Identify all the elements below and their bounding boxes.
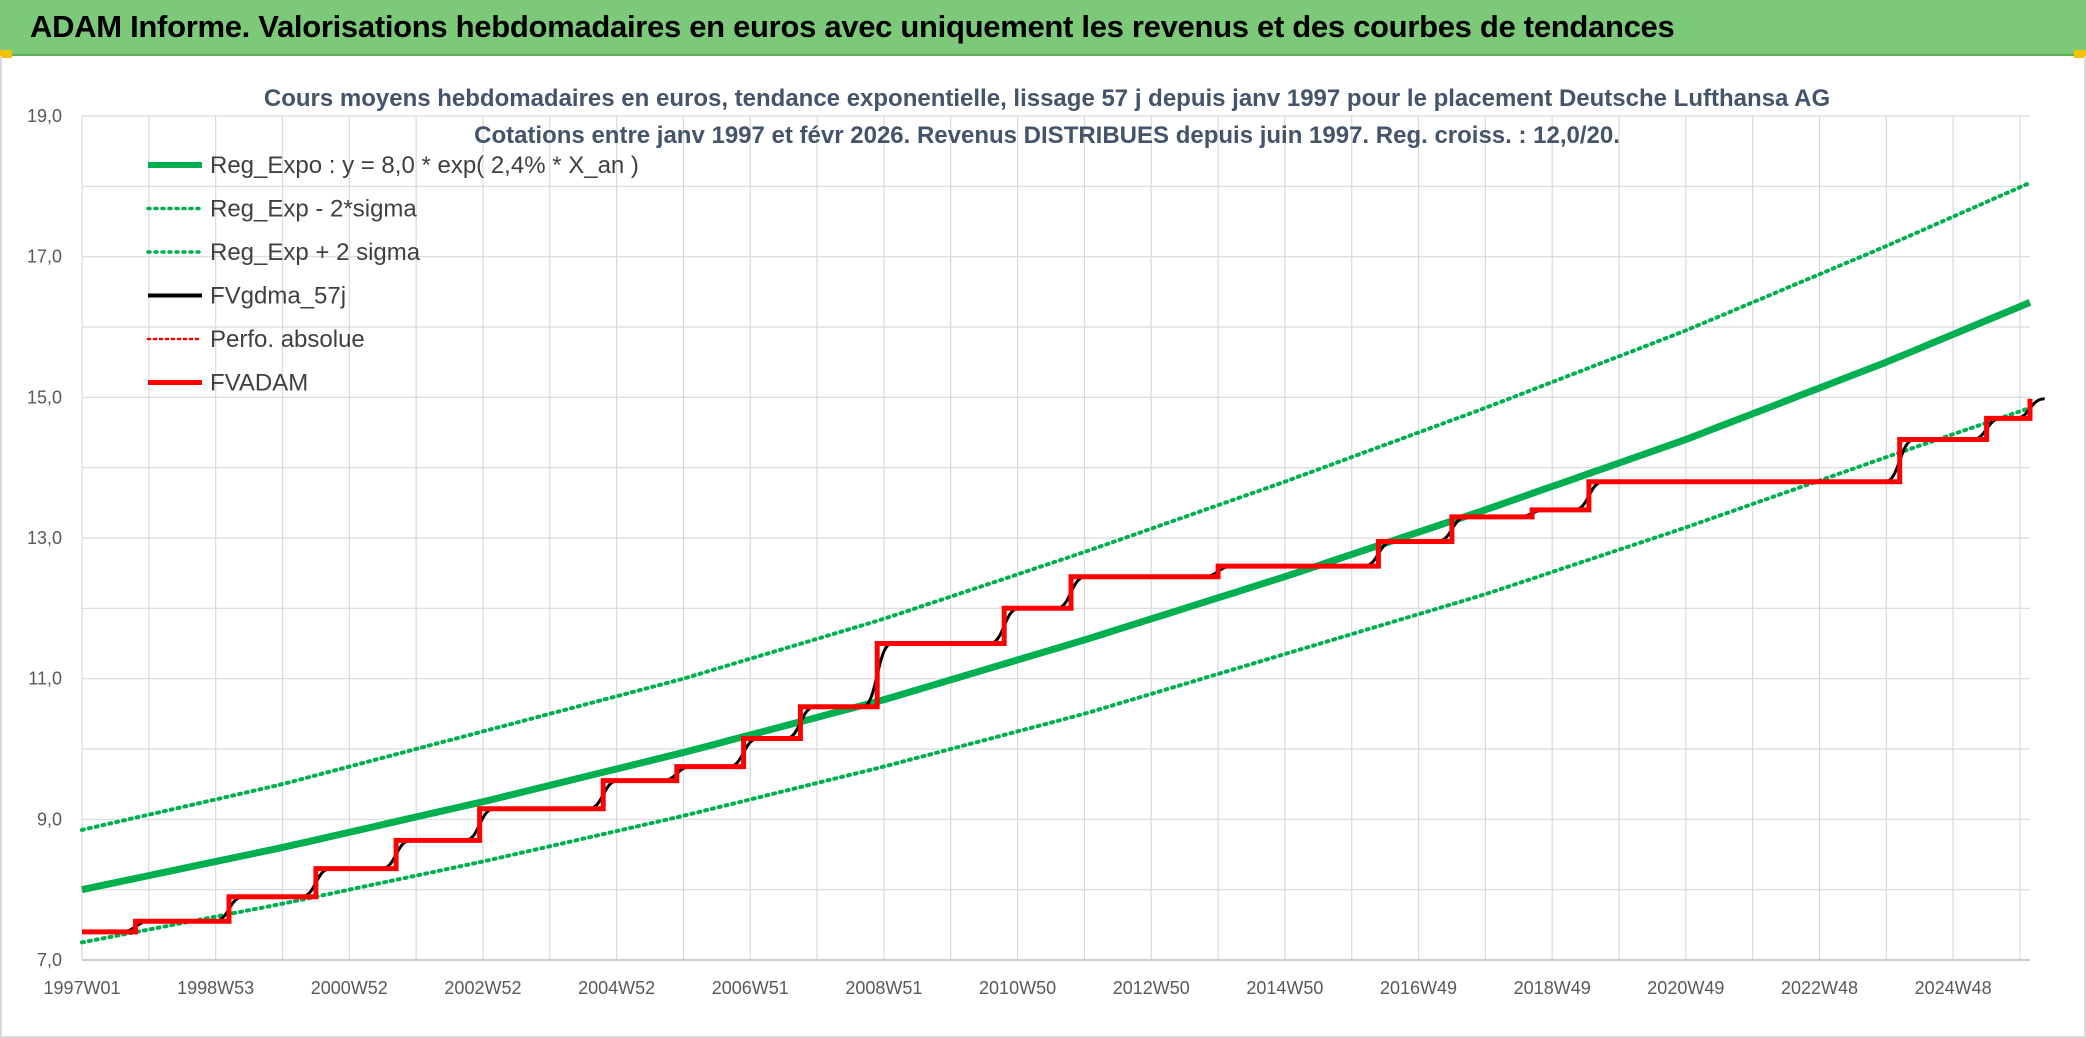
x-tick-label: 2000W52 [311,978,388,998]
series-fvgdma-57j [81,397,2045,934]
legend-label: FVADAM [210,370,308,397]
x-tick-label: 2004W52 [578,978,655,998]
series-layer [80,180,2045,945]
x-tick-label: 2002W52 [444,978,521,998]
y-tick-label: 7,0 [37,950,62,970]
chart-frame: 7,0 9,0 11,0 13,0 15,0 17,0 19,0 1997W01 1998W53… [0,56,2086,1038]
report-title: ADAM Informe. Valorisations hebdomadaire… [30,9,1675,44]
legend-label: Reg_Exp - 2*sigma [210,196,417,223]
x-tick-label: 2012W50 [1113,978,1190,998]
legend-label: Perfo. absolue [210,326,365,353]
y-tick-label: 19,0 [27,106,62,126]
y-tick-label: 13,0 [27,528,62,548]
legend-label: FVgdma_57j [210,283,346,310]
x-tick-label: 2014W50 [1246,978,1323,998]
series-reg-exp-plus-2sigma [80,180,2032,832]
x-tick-label: 2020W49 [1647,978,1724,998]
y-tick-label: 11,0 [28,669,62,689]
legend-label: Reg_Exp + 2 sigma [210,239,421,266]
series-reg-exp-minus-2sigma [80,405,2032,945]
x-tick-label: 2018W49 [1514,978,1591,998]
y-tick-label: 9,0 [37,809,62,829]
series-reg-expo [81,299,2032,894]
x-tick-label: 2024W48 [1915,978,1992,998]
y-tick-label: 15,0 [27,387,62,407]
chart-title: Cours moyens hebdomadaires en euros, ten… [264,85,1830,149]
legend-label: Reg_Expo : y = 8,0 * exp( 2,4% * X_an ) [210,152,639,179]
chart-title-line-2: Cotations entre janv 1997 et févr 2026. … [474,122,1620,149]
report-banner: ADAM Informe. Valorisations hebdomadaire… [0,0,2086,56]
series-fvadam [81,398,2033,935]
chart-legend: Reg_Expo : y = 8,0 * exp( 2,4% * X_an ) R… [146,152,639,397]
x-tick-label: 2006W51 [712,978,789,998]
chart-title-line-1: Cours moyens hebdomadaires en euros, ten… [264,85,1830,112]
axis-layer: 7,0 9,0 11,0 13,0 15,0 17,0 19,0 1997W01 1998W53… [27,106,2030,998]
x-tick-label: 2022W48 [1781,978,1858,998]
grid-layer [81,115,2030,961]
y-tick-label: 17,0 [27,247,62,267]
x-tick-label: 1997W01 [43,978,120,998]
x-tick-label: 2008W51 [845,978,922,998]
x-tick-label: 2016W49 [1380,978,1457,998]
valuation-chart: 7,0 9,0 11,0 13,0 15,0 17,0 19,0 1997W01 1998W53… [27,85,2045,998]
x-tick-label: 2010W50 [979,978,1056,998]
banner-corner-marker-right [2074,50,2086,58]
x-tick-label: 1998W53 [177,978,254,998]
banner-corner-marker-left [0,50,12,58]
